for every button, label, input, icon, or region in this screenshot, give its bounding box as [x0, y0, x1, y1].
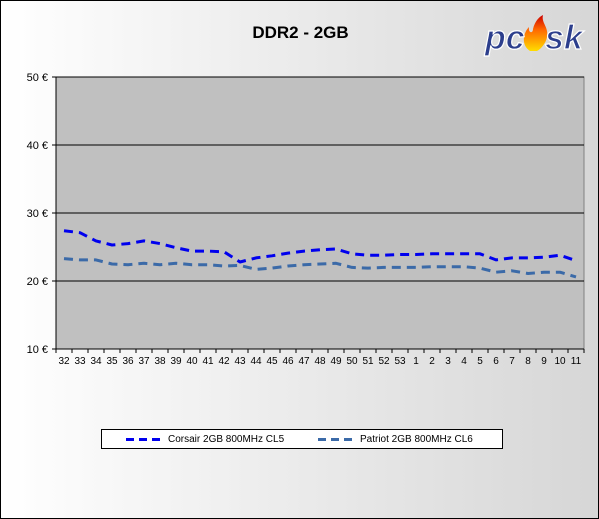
x-tick-label: 33 [74, 356, 86, 367]
legend-swatch-patriot [318, 437, 354, 441]
y-tick-label: 40 € [27, 140, 48, 152]
x-tick-label: 32 [58, 356, 70, 367]
x-tick-label: 1 [413, 356, 419, 367]
x-tick-label: 3 [445, 356, 451, 367]
pcsk-logo: pc sk [483, 15, 586, 58]
x-tick-label: 48 [314, 356, 326, 367]
x-tick-label: 7 [509, 356, 515, 367]
x-tick-label: 9 [541, 356, 547, 367]
y-tick-label: 20 € [27, 276, 48, 288]
x-tick-label: 37 [138, 356, 150, 367]
chart-title: DDR2 - 2GB [252, 23, 349, 42]
x-tick-label: 47 [298, 356, 310, 367]
x-tick-label: 5 [477, 356, 483, 367]
legend: Corsair 2GB 800MHz CL5 Patriot 2GB 800MH… [101, 429, 503, 449]
legend-label-patriot: Patriot 2GB 800MHz CL6 [360, 433, 473, 445]
svg-text:sk: sk [545, 19, 585, 57]
x-tick-label: 53 [394, 356, 406, 367]
x-tick-label: 6 [493, 356, 499, 367]
legend-item-corsair: Corsair 2GB 800MHz CL5 [126, 430, 284, 448]
x-tick-label: 36 [122, 356, 134, 367]
x-tick-label: 50 [346, 356, 358, 367]
x-tick-label: 34 [90, 356, 102, 367]
x-tick-label: 40 [186, 356, 198, 367]
x-tick-label: 45 [266, 356, 278, 367]
x-tick-label: 52 [378, 356, 390, 367]
x-tick-label: 38 [154, 356, 166, 367]
x-tick-label: 10 [554, 356, 566, 367]
legend-swatch-corsair [126, 437, 162, 441]
x-tick-label: 35 [106, 356, 118, 367]
x-tick-label: 11 [571, 356, 582, 367]
flame-icon [523, 15, 548, 51]
x-tick-label: 42 [218, 356, 230, 367]
y-tick-label: 30 € [27, 208, 48, 220]
x-tick-label: 44 [250, 356, 262, 367]
svg-text:pc: pc [484, 19, 525, 57]
legend-item-patriot: Patriot 2GB 800MHz CL6 [318, 430, 473, 448]
x-tick-label: 39 [170, 356, 182, 367]
x-tick-label: 51 [362, 356, 374, 367]
y-tick-label: 10 € [27, 344, 48, 356]
x-tick-label: 4 [461, 356, 467, 367]
x-tick-label: 46 [282, 356, 294, 367]
x-tick-label: 8 [525, 356, 531, 367]
series-line-0 [63, 229, 577, 264]
x-tick-label: 2 [429, 356, 435, 367]
legend-label-corsair: Corsair 2GB 800MHz CL5 [168, 433, 285, 445]
x-tick-label: 43 [234, 356, 246, 367]
x-tick-label: 41 [202, 356, 214, 367]
x-tick-label: 49 [330, 356, 342, 367]
y-tick-label: 50 € [27, 72, 48, 84]
